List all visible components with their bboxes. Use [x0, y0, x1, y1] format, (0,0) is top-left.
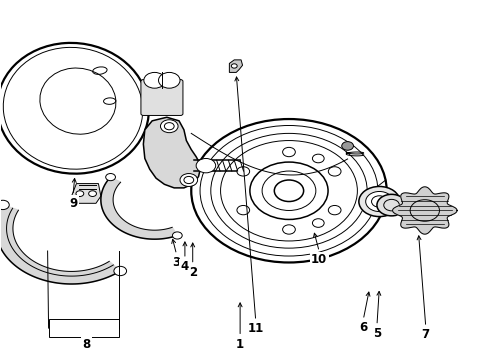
Text: 3: 3 [172, 256, 181, 269]
Text: 10: 10 [311, 253, 327, 266]
Circle shape [237, 206, 249, 215]
Circle shape [172, 232, 182, 239]
Polygon shape [101, 177, 177, 239]
Circle shape [184, 176, 194, 184]
Circle shape [164, 123, 174, 130]
Circle shape [106, 174, 116, 181]
Circle shape [274, 180, 304, 202]
Circle shape [359, 186, 400, 217]
Text: 2: 2 [189, 266, 197, 279]
Text: 4: 4 [181, 260, 189, 273]
Circle shape [114, 266, 126, 276]
Bar [49, 319, 120, 337]
Circle shape [237, 167, 249, 176]
Polygon shape [0, 205, 120, 284]
Circle shape [196, 158, 216, 173]
Text: 5: 5 [373, 327, 381, 340]
Text: 11: 11 [247, 322, 264, 335]
Polygon shape [229, 60, 243, 72]
Circle shape [328, 167, 341, 176]
Text: 6: 6 [359, 321, 368, 334]
Circle shape [283, 225, 295, 234]
FancyBboxPatch shape [141, 80, 183, 116]
Circle shape [160, 120, 178, 133]
Polygon shape [392, 187, 457, 234]
Text: 8: 8 [82, 338, 90, 351]
Circle shape [342, 141, 353, 150]
Ellipse shape [0, 43, 149, 174]
Circle shape [144, 72, 165, 88]
Circle shape [366, 192, 393, 212]
Circle shape [377, 194, 406, 216]
Circle shape [191, 119, 387, 262]
Text: 9: 9 [69, 197, 77, 210]
Circle shape [76, 191, 84, 197]
Polygon shape [72, 184, 101, 203]
Circle shape [283, 147, 295, 157]
Text: 1: 1 [236, 338, 244, 351]
Circle shape [231, 64, 237, 68]
Circle shape [180, 174, 197, 186]
Circle shape [0, 200, 9, 210]
Circle shape [250, 162, 328, 220]
Text: 7: 7 [422, 328, 430, 341]
Circle shape [159, 72, 180, 88]
Circle shape [328, 206, 341, 215]
Circle shape [89, 191, 97, 197]
Polygon shape [144, 117, 201, 188]
